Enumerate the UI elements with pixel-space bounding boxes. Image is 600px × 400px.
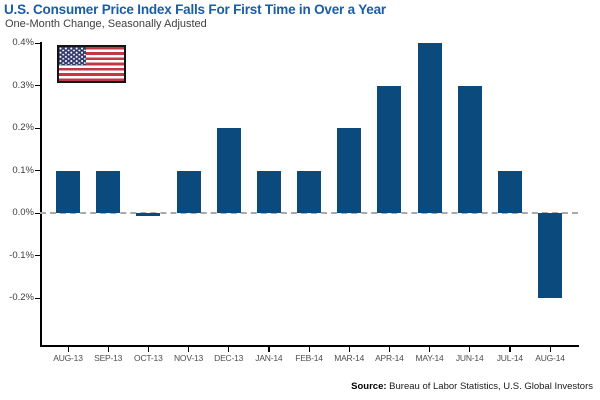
us-flag-icon	[57, 45, 126, 83]
x-tick-mark	[549, 346, 551, 352]
bar-JUL-14	[497, 170, 522, 214]
x-tick-label: JAN-14	[255, 353, 283, 363]
x-tick-label: OCT-13	[134, 353, 163, 363]
y-tick-label: 0.0%	[12, 207, 34, 219]
source-label: Source:	[351, 381, 387, 392]
x-tick-label: MAY-14	[415, 353, 444, 363]
bar-JUN-14	[457, 85, 482, 214]
x-tick-mark	[348, 346, 350, 352]
bar-AUG-14	[538, 213, 563, 299]
x-tick-mark	[67, 346, 69, 352]
bar-MAR-14	[337, 128, 362, 214]
x-tick-mark	[228, 346, 230, 352]
x-tick-mark	[388, 346, 391, 352]
bar-MAY-14	[417, 43, 442, 214]
x-tick-label: JUN-14	[455, 353, 484, 363]
y-tick-mark	[35, 127, 40, 129]
chart-title: U.S. Consumer Price Index Falls For Firs…	[4, 2, 386, 17]
x-tick-mark	[469, 346, 471, 352]
x-tick-mark	[107, 346, 109, 352]
x-tick-label: FEB-14	[295, 353, 323, 363]
y-tick-label: 0.1%	[12, 164, 34, 176]
x-axis-line	[40, 345, 579, 347]
bar-OCT-13	[136, 212, 161, 216]
bar-FEB-14	[297, 170, 322, 214]
y-tick-label: -0.1%	[9, 249, 34, 261]
y-tick-label: -0.2%	[9, 292, 34, 304]
y-axis-line	[40, 42, 42, 345]
bar-DEC-13	[216, 128, 241, 214]
bar-APR-14	[377, 85, 402, 214]
x-tick-mark	[147, 346, 150, 352]
y-tick-mark	[35, 297, 40, 299]
x-tick-mark	[509, 346, 511, 352]
y-tick-label: 0.2%	[12, 122, 34, 134]
y-tick-mark	[35, 42, 40, 44]
x-tick-mark	[268, 346, 270, 352]
x-tick-label: NOV-13	[173, 353, 204, 363]
source-note: Source: Bureau of Labor Statistics, U.S.…	[351, 381, 593, 392]
x-tick-mark	[188, 346, 190, 352]
x-tick-label: APR-14	[375, 353, 404, 363]
x-tick-label: SEP-13	[94, 353, 123, 363]
bar-SEP-13	[96, 170, 121, 214]
x-tick-label: MAR-14	[334, 353, 365, 363]
x-tick-mark	[429, 346, 431, 352]
y-tick-mark	[35, 85, 40, 87]
x-tick-label: AUG-14	[535, 353, 565, 363]
x-tick-label: JUL-14	[496, 353, 523, 363]
y-tick-mark	[35, 212, 40, 214]
y-tick-mark	[35, 170, 40, 172]
x-tick-label: DEC-13	[214, 353, 244, 363]
y-tick-label: 0.4%	[12, 37, 34, 48]
x-tick-mark	[308, 346, 310, 352]
source-text: Bureau of Labor Statistics, U.S. Global …	[386, 381, 593, 392]
bar-JAN-14	[256, 170, 281, 214]
y-tick-label: 0.3%	[12, 79, 34, 91]
x-tick-label: AUG-13	[53, 353, 83, 363]
bar-AUG-13	[56, 170, 80, 214]
us-flag-canton	[59, 47, 86, 66]
chart-subtitle: One-Month Change, Seasonally Adjusted	[5, 18, 207, 30]
y-tick-mark	[35, 255, 40, 257]
bar-NOV-13	[176, 170, 201, 214]
